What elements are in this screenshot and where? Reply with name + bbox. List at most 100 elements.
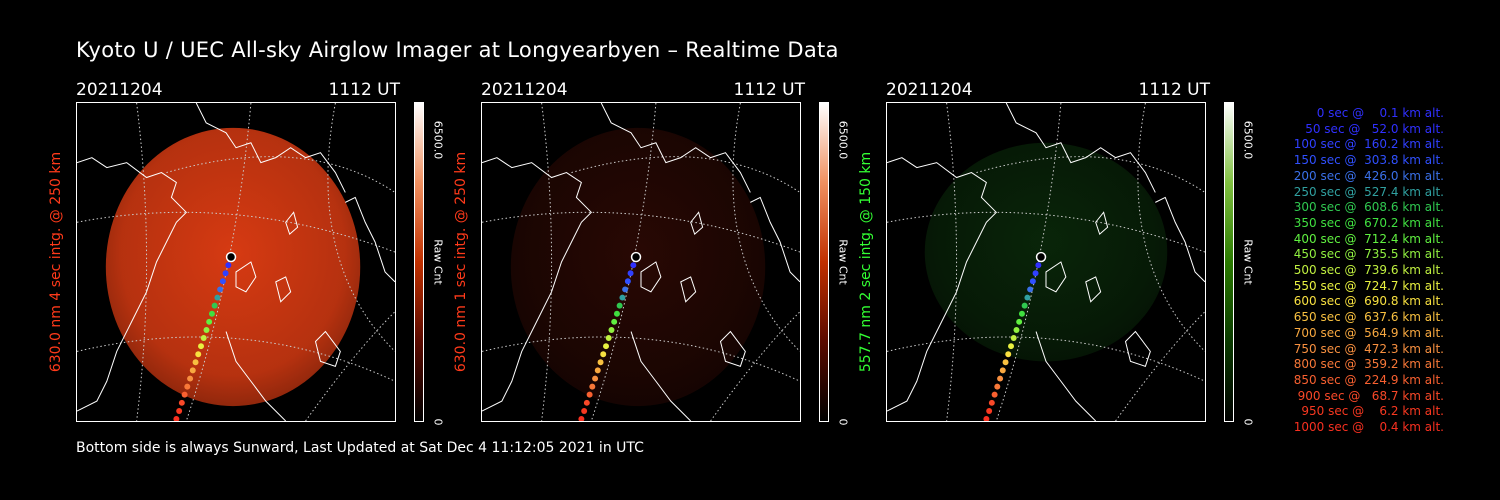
grid-line — [77, 211, 395, 253]
legend-entry: 550 sec @ 724.7 km alt. — [1293, 278, 1444, 293]
allsky-image — [481, 102, 801, 422]
trajectory-point — [1013, 326, 1020, 333]
coastline — [1085, 276, 1102, 303]
grid-line — [166, 156, 395, 193]
trajectory-point — [581, 407, 588, 414]
legend-entry: 250 sec @ 527.4 km alt. — [1293, 184, 1444, 199]
trajectory-point — [1021, 302, 1028, 309]
airglow-emission — [105, 127, 361, 407]
grid-line — [541, 103, 553, 421]
trajectory-point — [616, 302, 623, 309]
coastline — [314, 330, 341, 367]
panel-date: 20211204 — [76, 80, 163, 100]
trajectory-point — [983, 416, 990, 421]
panel-wavelength-label: 557.7 nm 2 sec intg. @ 150 km — [858, 151, 874, 373]
trajectory-point — [630, 262, 637, 269]
trajectory-point — [200, 335, 207, 342]
trajectory-point — [225, 262, 232, 269]
colorbar-min-label: 0 — [431, 418, 445, 426]
colorbar — [819, 102, 829, 422]
trajectory-point — [1005, 351, 1012, 358]
trajectory-point — [605, 335, 612, 342]
footer-status: Bottom side is always Sunward, Last Upda… — [76, 440, 644, 456]
page-title: Kyoto U / UEC All-sky Airglow Imager at … — [76, 38, 839, 62]
grid-line — [1137, 103, 1205, 352]
legend-entry: 950 sec @ 6.2 km alt. — [1301, 404, 1444, 419]
colorbar — [1224, 102, 1234, 422]
coastline — [1035, 331, 1097, 421]
legend-entry: 700 sec @ 564.9 km alt. — [1293, 325, 1444, 340]
trajectory-point — [211, 302, 218, 309]
grid-line — [710, 311, 800, 421]
trajectory-point — [1035, 262, 1042, 269]
trajectory-point — [1008, 343, 1015, 350]
trajectory-point — [611, 318, 618, 325]
coastline — [275, 276, 292, 303]
legend-entry: 1000 sec @ 0.4 km alt. — [1293, 420, 1444, 435]
trajectory-point — [198, 343, 205, 350]
trajectory-point — [1035, 251, 1047, 263]
coastline — [1045, 261, 1067, 293]
colorbar — [414, 102, 424, 422]
airglow-emission — [924, 142, 1168, 362]
grid-line — [732, 103, 800, 352]
trajectory-point — [999, 367, 1006, 374]
colorbar-max-label: 6500.0 — [431, 120, 445, 160]
colorbar-unit-label: Raw Cnt — [1241, 239, 1255, 285]
image-panel-1: 20211204 1112 UT 630.0 nm 4 sec intg. @ … — [48, 80, 456, 430]
legend-entry: 600 sec @ 690.8 km alt. — [1293, 294, 1444, 309]
legend-entry: 300 sec @ 608.6 km alt. — [1293, 200, 1444, 215]
trajectory-point — [208, 310, 215, 317]
allsky-map — [887, 103, 1205, 421]
coastline — [482, 157, 593, 412]
image-panel-3: 20211204 1112 UT 557.7 nm 2 sec intg. @ … — [858, 80, 1266, 430]
trajectory-point — [225, 251, 237, 263]
grid-line — [185, 103, 252, 421]
trajectory-point — [217, 286, 224, 293]
trajectory-point — [173, 416, 180, 421]
coastline — [1155, 196, 1205, 283]
legend-entry: 50 sec @ 52.0 km alt. — [1305, 121, 1444, 136]
legend-entry: 350 sec @ 670.2 km alt. — [1293, 215, 1444, 230]
legend-entry: 650 sec @ 637.6 km alt. — [1293, 310, 1444, 325]
trajectory-point — [986, 407, 993, 414]
trajectory-point — [619, 294, 626, 301]
trajectory-point — [222, 270, 229, 277]
panel-wavelength-label: 630.0 nm 1 sec intg. @ 250 km — [453, 151, 469, 373]
coastline — [77, 157, 188, 412]
trajectory-point — [594, 367, 601, 374]
grid-line — [590, 103, 657, 421]
coastline — [225, 331, 287, 421]
trajectory-point — [630, 251, 642, 263]
trajectory-point — [195, 351, 202, 358]
panel-time: 1112 UT — [733, 80, 806, 100]
coastline — [1124, 330, 1151, 367]
trajectory-point — [991, 391, 998, 398]
trajectory-point — [622, 286, 629, 293]
trajectory-point — [578, 416, 585, 421]
trajectory-point — [1024, 294, 1031, 301]
colorbar-unit-label: Raw Cnt — [836, 239, 850, 285]
coastline — [235, 261, 257, 293]
coastline — [719, 330, 746, 367]
legend-entry: 850 sec @ 224.9 km alt. — [1293, 372, 1444, 387]
grid-line — [976, 156, 1205, 193]
trajectory-point — [589, 383, 596, 390]
trajectory-point — [189, 367, 196, 374]
legend-entry: 900 sec @ 68.7 km alt. — [1297, 388, 1444, 403]
legend-entry: 200 sec @ 426.0 km alt. — [1293, 168, 1444, 183]
trajectory-point — [181, 391, 188, 398]
panel-time: 1112 UT — [328, 80, 401, 100]
colorbar-max-label: 6500.0 — [1241, 120, 1255, 160]
airglow-emission — [510, 127, 766, 407]
legend-entry: 150 sec @ 303.8 km alt. — [1293, 153, 1444, 168]
grid-line — [887, 211, 1205, 253]
trajectory-point — [219, 278, 226, 285]
trajectory-legend: 0 sec @ 0.1 km alt. 50 sec @ 52.0 km alt.… — [1262, 106, 1444, 436]
trajectory-point — [592, 375, 599, 382]
image-panel-2: 20211204 1112 UT 630.0 nm 1 sec intg. @ … — [453, 80, 861, 430]
trajectory-point — [192, 359, 199, 366]
trajectory-point — [988, 399, 995, 406]
legend-entry: 100 sec @ 160.2 km alt. — [1293, 137, 1444, 152]
